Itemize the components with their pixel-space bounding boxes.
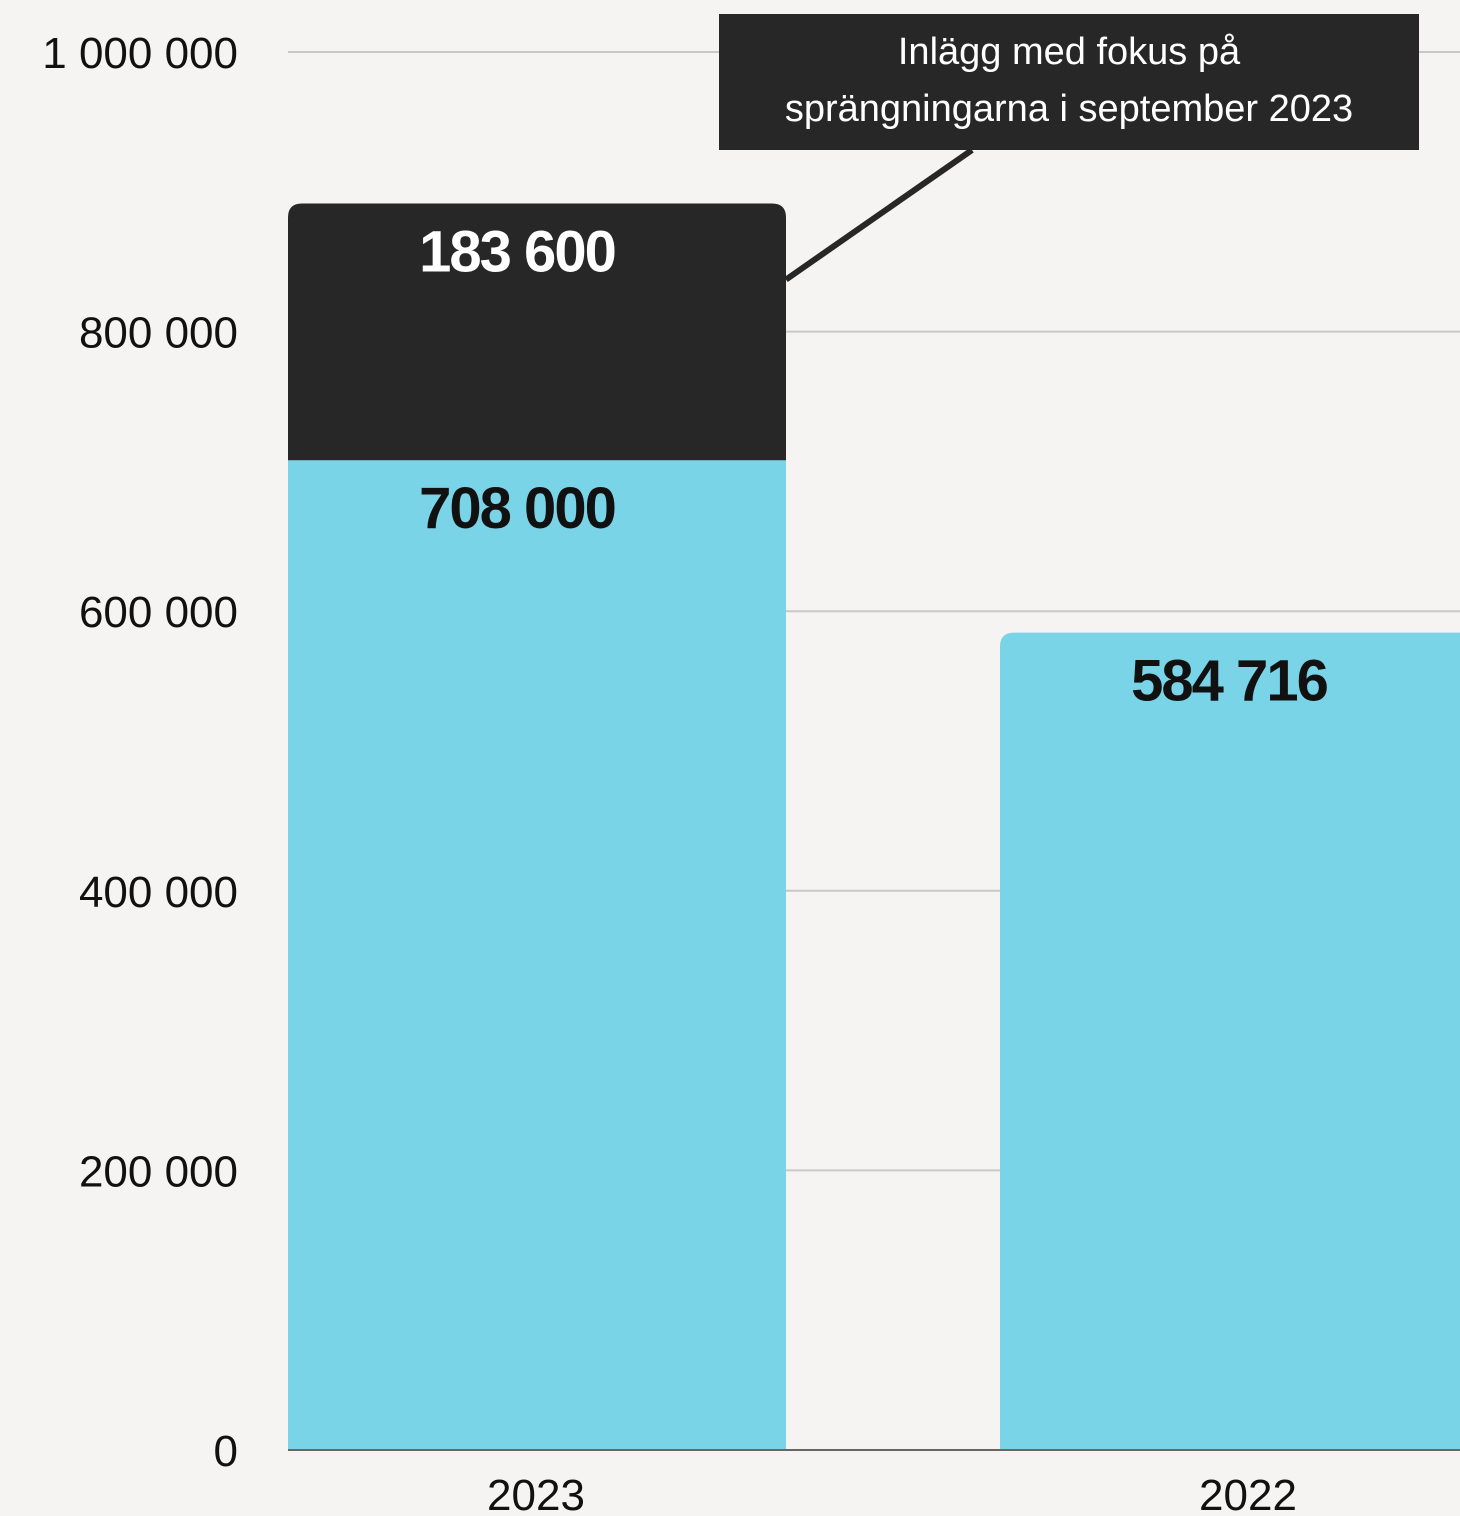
- bar-layer: [288, 203, 1460, 1450]
- bar-value-label: 708 000: [419, 476, 615, 541]
- y-tick-label: 200 000: [79, 1147, 238, 1196]
- y-tick-label: 400 000: [79, 868, 238, 917]
- annotation-leader-line: [784, 147, 974, 283]
- annotation-text-line: Inlägg med fokus på: [898, 31, 1241, 73]
- bar-segment: [288, 460, 786, 1450]
- bar-segment: [1000, 632, 1460, 1450]
- y-tick-label: 800 000: [79, 309, 238, 358]
- annotation-box: [719, 14, 1419, 150]
- y-tick-label: 1 000 000: [42, 29, 238, 78]
- axis-layer: 0 200 000 400 000 600 000 800 000 1 000 000 20…: [42, 29, 1460, 1516]
- x-category-label: 2023: [487, 1471, 585, 1516]
- label-layer: 708 000 183 600 584 716: [419, 220, 1329, 714]
- bar-value-label: 183 600: [419, 220, 615, 285]
- bar-value-label: 584 716: [1131, 649, 1327, 714]
- bar-segment: [288, 203, 786, 461]
- x-category-label: 2022: [1199, 1471, 1297, 1516]
- y-tick-label: 600 000: [79, 588, 238, 637]
- annotation-layer: Inlägg med fokus på sprängningarna i sep…: [719, 14, 1419, 283]
- y-tick-label: 0: [214, 1427, 238, 1476]
- annotation-text-line: sprängningarna i september 2023: [785, 88, 1353, 130]
